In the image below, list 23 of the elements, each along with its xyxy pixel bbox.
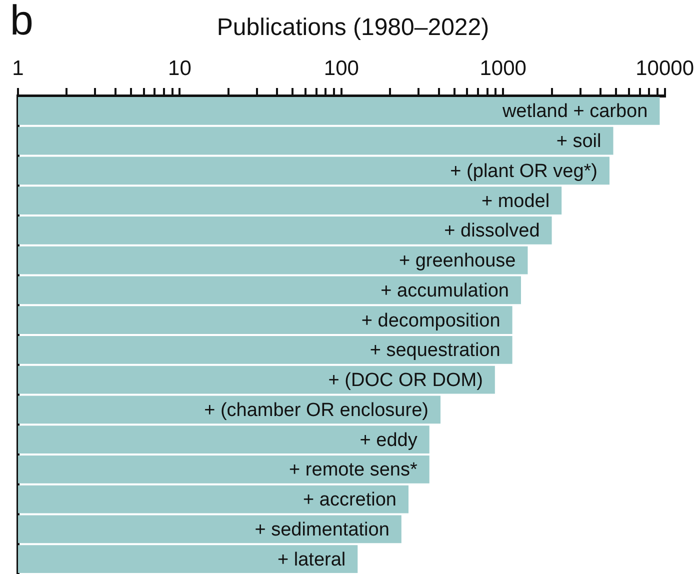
y-tick-label: + (chamber OR enclosure)	[204, 400, 428, 421]
y-tick-label: + remote sens*	[289, 460, 418, 481]
y-tick-label: + eddy	[360, 430, 418, 451]
x-tick-label: 100	[324, 57, 359, 80]
y-tick-label: + (plant OR veg*)	[450, 160, 598, 182]
y-tick-label: + lateral	[278, 549, 346, 570]
y-tick-label: wetland + carbon	[501, 101, 648, 122]
y-tick-label: + accumulation	[380, 280, 509, 302]
x-tick-label: 10	[168, 57, 192, 80]
y-tick-label: + sequestration	[370, 340, 500, 362]
y-tick-label: + dissolved	[444, 220, 540, 242]
y-tick-label: + (DOC OR DOM)	[328, 370, 483, 392]
x-tick-label: 1000	[480, 57, 526, 80]
y-tick-label: + decomposition	[361, 310, 500, 332]
y-tick-label: + sedimentation	[254, 519, 390, 540]
x-tick-label: 10000	[636, 57, 694, 80]
y-tick-label: + accretion	[303, 490, 396, 511]
y-tick-label: + greenhouse	[398, 250, 516, 272]
chart-title: Publications (1980–2022)	[216, 14, 490, 42]
x-tick-label: 1	[12, 57, 24, 80]
y-tick-label: + model	[481, 190, 550, 212]
y-tick-label: + soil	[556, 131, 602, 152]
text: b	[10, 0, 34, 44]
